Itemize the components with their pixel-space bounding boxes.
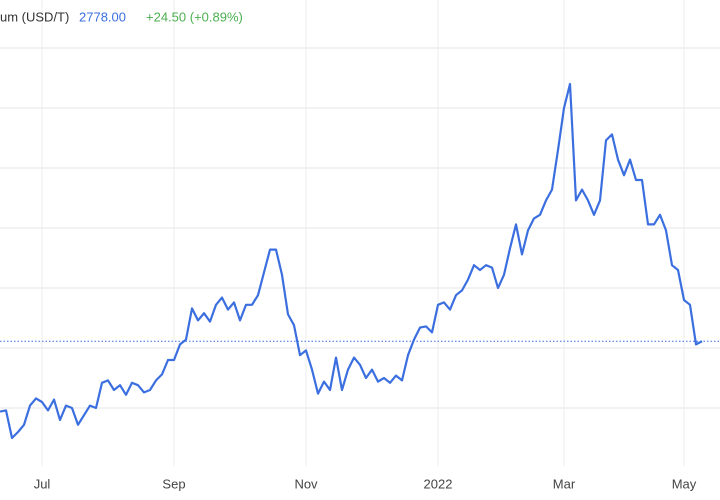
x-tick-label: 2022 [424, 476, 453, 491]
x-tick-label: Nov [294, 476, 318, 491]
price: 2778.00 [79, 9, 126, 24]
x-tick-label: May [672, 476, 697, 491]
x-tick-label: Jul [34, 476, 51, 491]
grid [0, 0, 720, 466]
x-tick-label: Sep [162, 476, 185, 491]
x-tick-label: Mar [553, 476, 576, 491]
instrument-name: um (USD/T) [0, 9, 69, 24]
price-change: +24.50 (+0.89%) [146, 9, 243, 24]
price-line [0, 82, 703, 440]
